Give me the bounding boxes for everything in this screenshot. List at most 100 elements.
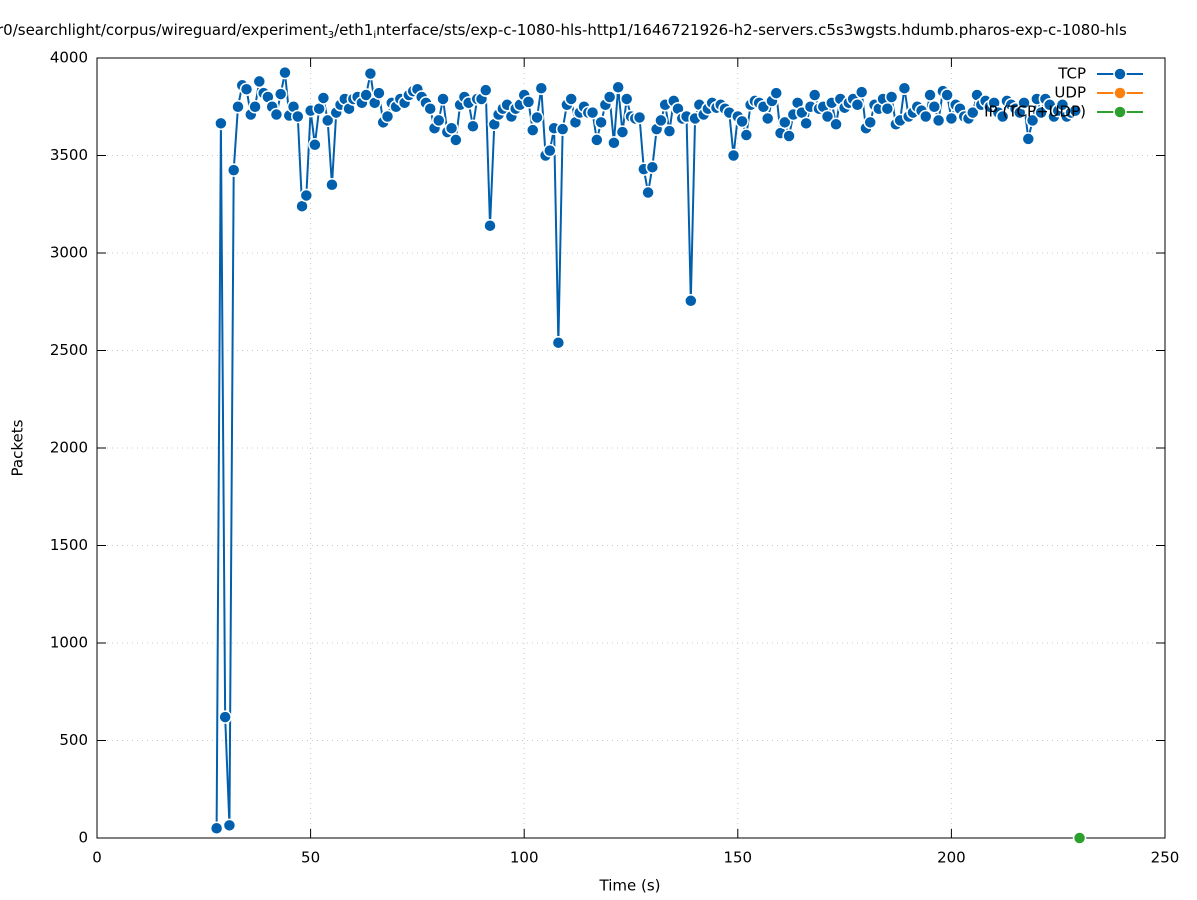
data-point	[316, 91, 331, 105]
y-tick-label: 1500	[50, 536, 88, 554]
data-point	[619, 92, 634, 106]
plot-border	[96, 57, 1166, 839]
data-point	[1021, 132, 1036, 146]
data-point	[564, 92, 578, 106]
title-subscript: 3	[328, 30, 334, 41]
data-point	[611, 80, 625, 94]
data-point	[590, 133, 604, 147]
x-tick-label: 150	[723, 849, 752, 867]
x-tick-label: 250	[1151, 849, 1180, 867]
data-point	[782, 129, 796, 143]
data-point	[239, 82, 254, 96]
data-point	[530, 110, 544, 125]
data-point	[944, 111, 959, 126]
legend-marker	[1113, 67, 1127, 81]
data-point	[684, 294, 698, 308]
legend-label: IP (TCP+UDP)	[984, 103, 1086, 121]
data-point	[602, 90, 617, 104]
data-point	[769, 86, 783, 100]
data-point	[555, 122, 570, 136]
data-point	[726, 148, 741, 163]
data-point	[479, 83, 493, 97]
x-tick-label: 200	[937, 849, 966, 867]
y-tick-label: 0	[78, 829, 88, 847]
data-point	[829, 117, 843, 132]
y-tick-label: 2000	[50, 439, 88, 457]
data-point	[615, 125, 630, 139]
data-point	[359, 88, 373, 102]
data-point	[543, 143, 557, 158]
x-tick-label: 50	[301, 849, 320, 867]
series	[1072, 831, 1087, 845]
data-point	[995, 109, 1010, 124]
data-point	[551, 335, 566, 350]
y-tick-label: 3500	[50, 146, 88, 164]
data-point	[325, 178, 339, 192]
x-axis-label: Time (s)	[599, 877, 661, 895]
legend-label: UDP	[1054, 84, 1086, 102]
data-point	[799, 116, 813, 131]
data-point	[273, 87, 288, 101]
chart-title: r0/searchlight/corpus/wireguard/experime…	[0, 21, 1127, 42]
data-point	[525, 123, 540, 137]
data-point	[1072, 831, 1087, 845]
data-point	[1025, 113, 1040, 128]
data-point	[632, 110, 647, 125]
data-point	[641, 185, 655, 200]
data-point	[222, 818, 237, 833]
x-tick-label: 100	[510, 849, 539, 867]
data-point	[214, 116, 228, 131]
data-point	[850, 98, 865, 112]
data-point	[645, 160, 660, 174]
data-point	[308, 138, 322, 152]
series-line	[215, 71, 1076, 829]
data-point	[760, 111, 775, 126]
data-point	[662, 124, 677, 138]
data-point	[252, 74, 267, 89]
data-point	[278, 65, 292, 80]
data-point	[432, 113, 446, 128]
data-point	[534, 81, 549, 95]
title-part: /eth1	[334, 21, 373, 39]
y-tick-label: 3000	[50, 244, 88, 262]
data-point	[372, 86, 386, 100]
data-point	[863, 115, 877, 130]
y-tick-label: 1000	[50, 634, 88, 652]
y-axis-label: Packets	[9, 419, 27, 476]
title-subscript: i	[373, 30, 376, 41]
data-point	[807, 88, 822, 102]
data-point	[923, 88, 937, 102]
title-part: nterface/sts/exp-c-1080-hls-http1/164672…	[376, 21, 1127, 39]
data-point	[820, 109, 835, 124]
y-tick-label: 4000	[50, 49, 88, 67]
data-point	[735, 114, 749, 129]
data-point	[940, 88, 954, 102]
title-part: r0/searchlight/corpus/wireguard/experime…	[0, 21, 328, 39]
data-point	[919, 109, 933, 124]
data-point	[231, 100, 245, 114]
legend-marker	[1113, 105, 1127, 119]
data-point	[436, 92, 450, 106]
legend-label: TCP	[1057, 65, 1086, 83]
data-point	[299, 188, 314, 203]
y-tick-label: 2500	[50, 341, 88, 359]
data-point	[778, 115, 792, 130]
data-point	[209, 821, 224, 835]
data-point	[363, 66, 378, 81]
data-point	[854, 85, 869, 99]
data-point	[521, 95, 536, 109]
data-point	[320, 113, 335, 128]
data-point	[585, 105, 600, 120]
data-point	[654, 113, 668, 128]
data-point	[931, 113, 946, 128]
y-tick-label: 500	[59, 731, 88, 749]
data-point	[739, 128, 754, 142]
data-point	[884, 90, 899, 104]
data-point	[291, 109, 305, 124]
data-point	[248, 100, 262, 114]
data-point	[444, 121, 459, 135]
data-point	[966, 105, 980, 120]
data-point	[607, 136, 621, 150]
